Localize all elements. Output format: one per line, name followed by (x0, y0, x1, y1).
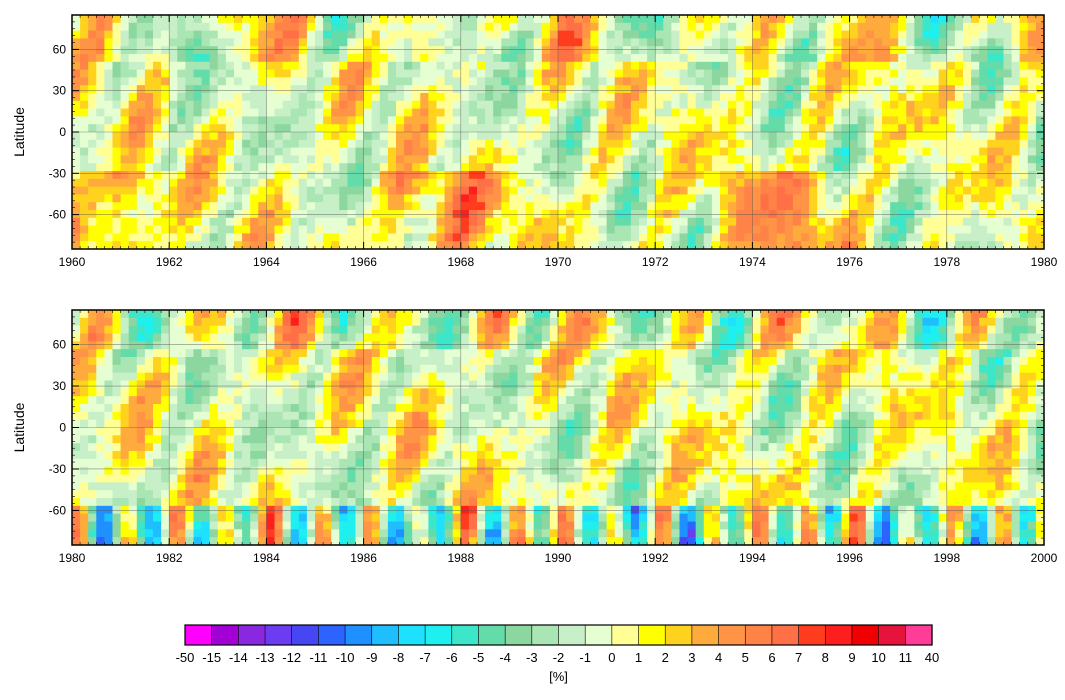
colorbar-swatch (264, 624, 293, 646)
colorbar-level-label: 6 (768, 650, 775, 665)
x-tick-label: 1980 (1031, 255, 1058, 269)
y-tick-label: -60 (49, 503, 67, 517)
colorbar-level-label: -9 (366, 650, 378, 665)
colorbar: -50 -15 -14 -13 -12 -11 -10 -9 -8 -7 -6 -5 -4 -3 -2 -1 0… (176, 624, 939, 684)
y-tick-label: 60 (53, 42, 67, 56)
colorbar-level-label: -1 (579, 650, 591, 665)
x-tick-label: 1982 (156, 551, 183, 565)
x-tick-label: 1994 (739, 551, 766, 565)
colorbar-level-label: -10 (336, 650, 355, 665)
x-tick-label: 1970 (545, 255, 572, 269)
colorbar-level-label: 4 (715, 650, 722, 665)
colorbar-swatch (905, 624, 933, 646)
x-tick-label: 1996 (836, 551, 863, 565)
y-tick-label: 60 (53, 338, 67, 352)
colorbar-level-label: 10 (871, 650, 885, 665)
colorbar-level-label: 5 (742, 650, 749, 665)
colorbar-swatch (318, 624, 346, 646)
y-tick-label: 30 (53, 84, 67, 98)
colorbar-level-label: -11 (309, 650, 327, 665)
x-tick-label: 1960 (59, 255, 86, 269)
x-tick-label: 1976 (836, 255, 863, 269)
x-tick-label: 1984 (253, 551, 280, 565)
colorbar-swatch (718, 624, 746, 646)
x-tick-label: 1972 (642, 255, 669, 269)
colorbar-level-label: 1 (635, 650, 642, 665)
x-tick-label: 1998 (933, 551, 960, 565)
colorbar-swatch (558, 624, 586, 646)
x-tick-label: 1978 (933, 255, 960, 269)
x-tick-label: 1966 (350, 255, 377, 269)
colorbar-level-label: 8 (822, 650, 829, 665)
colorbar-swatch (824, 624, 853, 646)
colorbar-level-label: -6 (446, 650, 458, 665)
colorbar-level-label: 3 (688, 650, 695, 665)
colorbar-swatch (291, 624, 319, 646)
colorbar-level-label: 40 (925, 650, 939, 665)
colorbar-swatch (424, 624, 453, 646)
x-tick-label: 1968 (447, 255, 474, 269)
colorbar-level-label: 9 (848, 650, 855, 665)
colorbar-swatch (878, 624, 906, 646)
colorbar-level-label: 7 (795, 650, 802, 665)
colorbar-level-label: -4 (499, 650, 511, 665)
colorbar-swatch (691, 624, 720, 646)
panel-2: 1980 1982 1984 1986 1988 1990 1992 1994 1996 1998… (11, 309, 1058, 565)
x-tick-label: 1992 (642, 551, 669, 565)
y-tick-label: 30 (53, 379, 67, 393)
y-axis-title: Latitude (11, 107, 27, 157)
colorbar-swatch (478, 624, 506, 646)
colorbar-swatch (211, 624, 239, 646)
colorbar-swatch (664, 624, 693, 646)
x-tick-label: 1986 (350, 551, 377, 565)
colorbar-swatch (238, 624, 266, 646)
colorbar-level-label: -3 (526, 650, 538, 665)
colorbar-swatch (851, 624, 880, 646)
x-tick-label: 1988 (447, 551, 474, 565)
y-tick-label: -30 (49, 462, 67, 476)
colorbar-level-label: 0 (608, 650, 615, 665)
colorbar-swatch (504, 624, 533, 646)
colorbar-level-label: -15 (202, 650, 221, 665)
colorbar-swatch (744, 624, 773, 646)
x-tick-label: 1980 (59, 551, 86, 565)
colorbar-swatch (451, 624, 480, 646)
colorbar-swatch (584, 624, 613, 646)
colorbar-level-label: 2 (662, 650, 669, 665)
x-tick-label: 2000 (1031, 551, 1058, 565)
colorbar-swatch (531, 624, 560, 646)
colorbar-swatch (638, 624, 666, 646)
colorbar-swatch (798, 624, 826, 646)
colorbar-unit-label: [%] (549, 669, 568, 684)
y-tick-label: 0 (59, 421, 66, 435)
colorbar-level-label: -7 (419, 650, 431, 665)
colorbar-level-label: -13 (256, 650, 275, 665)
colorbar-level-label: -2 (553, 650, 565, 665)
colorbar-level-label: -5 (473, 650, 485, 665)
y-tick-label: -60 (49, 208, 67, 222)
colorbar-level-label: -8 (393, 650, 405, 665)
colorbar-level-label: -50 (176, 650, 195, 665)
colorbar-swatch (371, 624, 400, 646)
x-tick-label: 1990 (545, 551, 572, 565)
y-tick-label: 0 (59, 125, 66, 139)
colorbar-level-label: -14 (229, 650, 248, 665)
colorbar-level-label: 11 (899, 650, 913, 665)
x-tick-label: 1962 (156, 255, 183, 269)
colorbar-swatch (398, 624, 426, 646)
colorbar-swatch (344, 624, 373, 646)
colorbar-swatch (184, 624, 213, 646)
x-tick-label: 1964 (253, 255, 280, 269)
panel-1: 1960 1962 1964 1966 1968 1970 1972 1974 1976 1978… (11, 14, 1058, 269)
colorbar-swatch (771, 624, 800, 646)
colorbar-swatch (611, 624, 640, 646)
x-tick-label: 1974 (739, 255, 766, 269)
colorbar-level-label: -12 (282, 650, 301, 665)
y-axis-title: Latitude (11, 402, 27, 452)
y-tick-label: -30 (49, 166, 67, 180)
